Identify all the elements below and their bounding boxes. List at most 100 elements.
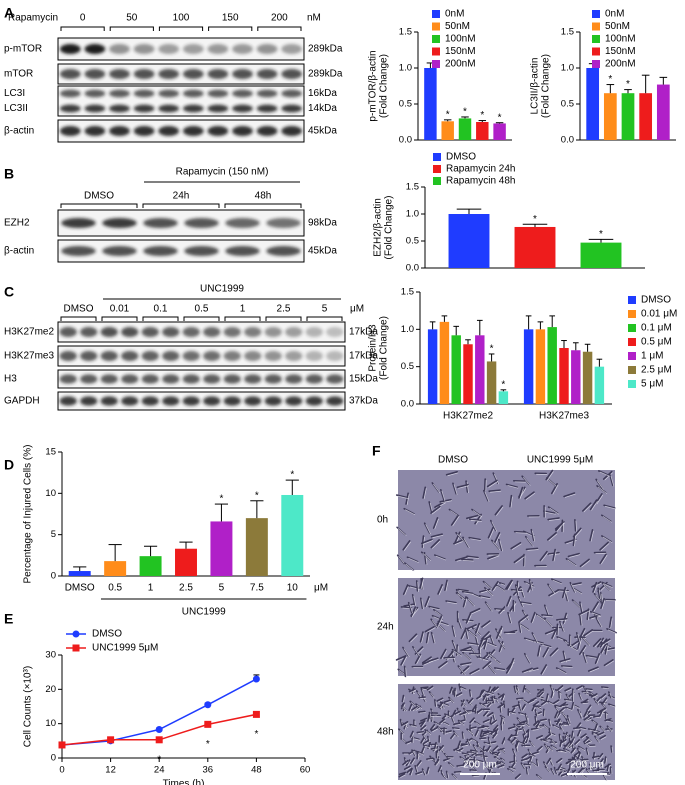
y-tick-label: 1.0 <box>406 209 419 220</box>
cell-halo <box>557 713 562 719</box>
cell <box>516 697 524 700</box>
micrograph <box>505 684 616 781</box>
cell-halo <box>538 690 545 693</box>
cell-halo <box>480 596 491 600</box>
cell-halo <box>543 648 550 658</box>
cell-halo <box>487 653 497 661</box>
cell-halo <box>481 691 486 697</box>
band <box>182 44 204 54</box>
cell <box>591 731 599 736</box>
cell-halo <box>483 695 488 702</box>
cell-halo <box>595 724 599 731</box>
cell-halo <box>457 765 465 768</box>
cell <box>524 713 528 721</box>
cell <box>483 638 488 650</box>
cell <box>591 755 600 759</box>
cell <box>576 685 583 690</box>
cell-halo <box>553 550 557 562</box>
cell <box>398 773 406 778</box>
cell <box>477 726 485 729</box>
bar <box>493 123 506 140</box>
cell-halo <box>563 588 567 599</box>
cell-halo <box>468 643 479 646</box>
row-size: 289kDa <box>308 44 343 55</box>
y-tick-label: 15 <box>45 447 56 458</box>
cell-halo <box>578 758 584 763</box>
cell <box>420 724 427 731</box>
cell-halo <box>458 742 462 749</box>
cell <box>405 740 413 744</box>
lane-label: 0.01 <box>110 304 130 315</box>
cell-halo <box>404 723 408 730</box>
cell-halo <box>488 665 496 675</box>
cell-halo <box>524 722 530 728</box>
cell <box>575 632 581 644</box>
cell-halo <box>479 639 485 649</box>
cell-halo <box>581 734 588 739</box>
cell <box>543 510 556 514</box>
cell-halo <box>600 543 610 552</box>
cell <box>465 754 473 759</box>
cell <box>518 614 529 623</box>
cell-halo <box>602 536 613 543</box>
cell <box>536 745 543 752</box>
cell-halo <box>439 662 449 669</box>
y-tick-label: 0 <box>51 571 56 582</box>
cell <box>416 730 425 734</box>
cell <box>475 759 484 763</box>
row-size: 289kDa <box>308 69 343 80</box>
y-tick-label: 0.5 <box>401 361 414 372</box>
cell-halo <box>466 629 469 640</box>
cell-halo <box>405 767 412 771</box>
cell <box>528 753 536 758</box>
band <box>305 396 323 406</box>
cell <box>455 692 463 697</box>
cell-halo <box>538 747 544 752</box>
cell <box>486 690 494 695</box>
cell <box>519 720 527 724</box>
cell-halo <box>538 696 545 700</box>
cell-halo <box>529 754 536 758</box>
x-tick-label: 5 <box>219 583 225 594</box>
band <box>264 374 282 384</box>
data-point <box>155 726 163 734</box>
cell <box>434 699 437 707</box>
y-axis-label: LC3II/β-actin <box>530 58 541 115</box>
cell <box>549 758 554 766</box>
row-label: β-actin <box>4 246 34 257</box>
cell-halo <box>411 732 415 739</box>
cell-halo <box>545 744 550 751</box>
lane-label: 200 <box>271 13 288 24</box>
cell-halo <box>464 597 468 608</box>
cell <box>508 710 516 714</box>
y-tick-label: 1.0 <box>561 63 574 74</box>
cell-halo <box>601 599 606 610</box>
y-axis-label: (Fold Change) <box>379 316 390 380</box>
cell-halo <box>489 738 491 745</box>
cell-halo <box>560 750 567 753</box>
cell <box>436 615 443 627</box>
cell <box>558 749 567 753</box>
band <box>225 246 260 256</box>
x-tick-label: 60 <box>300 765 311 776</box>
cell-halo <box>517 686 520 693</box>
band <box>100 327 118 337</box>
cell <box>599 541 609 551</box>
cell-halo <box>456 533 465 543</box>
cell-halo <box>497 629 502 640</box>
cell <box>563 698 572 702</box>
row-label: LC3I <box>4 88 25 99</box>
cell-halo <box>512 738 517 744</box>
cell-halo <box>595 737 600 743</box>
band <box>109 44 130 54</box>
cell-halo <box>429 658 439 663</box>
cell <box>566 714 571 723</box>
cell-halo <box>457 693 463 698</box>
cell <box>472 744 478 751</box>
cell-halo <box>582 761 585 768</box>
cell-halo <box>541 665 548 675</box>
cell-halo <box>526 537 534 547</box>
cell <box>590 693 598 698</box>
cell <box>426 757 434 760</box>
cell <box>491 752 499 757</box>
